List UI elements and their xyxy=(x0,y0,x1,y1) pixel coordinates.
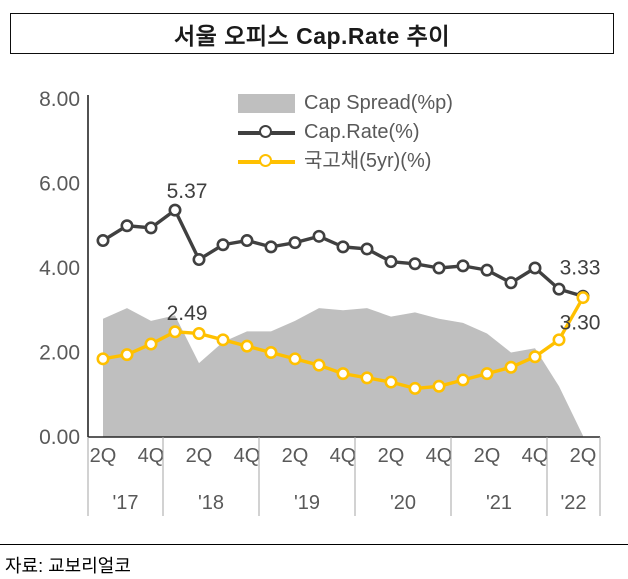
cap-rate-marker xyxy=(120,219,134,233)
bond-5yr-marker xyxy=(216,333,230,347)
x-axis-label: 2Q xyxy=(570,445,597,467)
bond-5yr-marker xyxy=(168,325,182,339)
x-axis-label: 2Q xyxy=(186,445,213,467)
x-axis-label: 4Q xyxy=(330,445,357,467)
chart-title: 서울 오피스 Cap.Rate 추이 xyxy=(174,22,450,49)
bond-5yr-marker xyxy=(456,373,470,387)
cap-rate-marker xyxy=(456,259,470,273)
bond-5yr-marker xyxy=(96,352,110,366)
cap-rate-marker xyxy=(216,238,230,252)
source-note: 자료: 교보리얼코 xyxy=(5,556,131,576)
bond-swatch xyxy=(238,152,295,171)
bond-5yr-marker xyxy=(384,375,398,389)
cap-rate-marker xyxy=(432,261,446,275)
cap-rate-marker xyxy=(288,236,302,250)
x-axis-label: 2Q xyxy=(378,445,405,467)
chart-legend: Cap Spread(%p) Cap.Rate(%) 국고채(5yr)(%) xyxy=(238,93,453,172)
x-axis-label: 4Q xyxy=(234,445,261,467)
cap-rate-marker xyxy=(528,261,542,275)
bond-5yr-marker xyxy=(336,367,350,381)
x-axis-label: 2Q xyxy=(282,445,309,467)
y-axis-label: 4.00 xyxy=(39,257,80,280)
y-axis-label: 0.00 xyxy=(39,426,80,449)
cap-rate-marker xyxy=(480,263,494,277)
cap-rate-marker xyxy=(264,240,278,254)
data-label: 3.33 xyxy=(560,256,601,279)
y-axis-label: 6.00 xyxy=(39,173,80,196)
cap-rate-swatch xyxy=(238,123,295,142)
legend-item-cap-spread: Cap Spread(%p) xyxy=(238,93,453,114)
footer-divider xyxy=(0,544,628,545)
bond-5yr-marker xyxy=(528,350,542,364)
cap-spread-swatch xyxy=(238,94,295,113)
bond-5yr-marker xyxy=(360,371,374,385)
data-label: 5.37 xyxy=(167,180,208,203)
y-axis-label: 2.00 xyxy=(39,342,80,365)
legend-label-bond: 국고채(5yr)(%) xyxy=(304,150,432,172)
cap-rate-marker xyxy=(144,221,158,235)
cap-rate-marker xyxy=(552,282,566,296)
cap-rate-marker xyxy=(336,240,350,254)
year-label: '18 xyxy=(198,492,224,514)
bond-5yr-marker xyxy=(312,358,326,372)
chart-canvas: 8.00 6.00 4.00 2.00 0.00 2Q 4Q 2Q 4Q 2Q 4Q 2Q 4Q 2Q 4Q… xyxy=(39,88,601,516)
x-axis-label: 4Q xyxy=(522,445,549,467)
bond-5yr-marker xyxy=(480,367,494,381)
cap-rate-swatch-marker xyxy=(259,125,272,138)
bond-5yr-marker xyxy=(432,379,446,393)
x-axis-label: 4Q xyxy=(138,445,165,467)
bond-5yr-marker xyxy=(264,345,278,359)
cap-rate-marker xyxy=(312,229,326,243)
cap-rate-marker xyxy=(360,242,374,256)
legend-label-cap-rate: Cap.Rate(%) xyxy=(304,121,420,143)
legend-item-cap-rate: Cap.Rate(%) xyxy=(238,122,453,143)
year-label: '19 xyxy=(294,492,320,514)
chart-area: 8.00 6.00 4.00 2.00 0.00 2Q 4Q 2Q 4Q 2Q 4Q 2Q 4Q 2Q 4Q… xyxy=(0,64,628,534)
y-axis-label: 8.00 xyxy=(39,88,80,111)
bond-5yr-marker xyxy=(408,381,422,395)
cap-rate-marker xyxy=(504,276,518,290)
year-label: '20 xyxy=(390,492,416,514)
bond-5yr-marker xyxy=(504,360,518,374)
legend-item-bond: 국고채(5yr)(%) xyxy=(238,151,453,172)
cap-rate-marker xyxy=(240,234,254,248)
cap-rate-marker xyxy=(168,203,182,217)
cap-rate-marker xyxy=(408,257,422,271)
data-label: 3.30 xyxy=(560,312,601,335)
bond-5yr-marker xyxy=(576,291,590,305)
cap-rate-marker xyxy=(192,253,206,267)
bond-5yr-marker xyxy=(120,348,134,362)
data-label: 2.49 xyxy=(167,302,208,325)
bond-5yr-marker xyxy=(144,337,158,351)
bond-5yr-marker xyxy=(192,326,206,340)
chart-title-box: 서울 오피스 Cap.Rate 추이 xyxy=(10,13,614,54)
bond-5yr-marker xyxy=(288,352,302,366)
legend-label-cap-spread: Cap Spread(%p) xyxy=(304,92,453,114)
x-axis-label: 4Q xyxy=(426,445,453,467)
cap-rate-marker xyxy=(96,234,110,248)
x-axis-label: 2Q xyxy=(474,445,501,467)
x-axis-label: 2Q xyxy=(90,445,117,467)
year-label: '22 xyxy=(560,492,586,514)
bond-swatch-marker xyxy=(259,154,272,167)
bond-5yr-marker xyxy=(240,339,254,353)
cap-rate-marker xyxy=(384,255,398,269)
year-label: '17 xyxy=(112,492,138,514)
bond-5yr-marker xyxy=(552,333,566,347)
year-label: '21 xyxy=(486,492,512,514)
